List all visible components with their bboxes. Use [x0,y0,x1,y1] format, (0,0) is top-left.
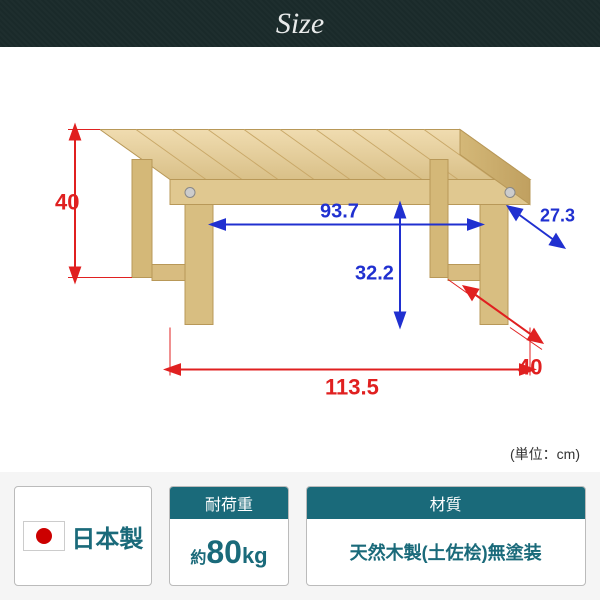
diagram-area: 40 93.7 32.2 27.3 [0,47,600,472]
load-header: 耐荷重 [170,487,288,519]
dim-inner-width: 93.7 [320,201,359,223]
dim-depth: 40 [518,355,542,380]
dim-total-width: 113.5 [325,375,379,400]
dim-inner-height: 32.2 [355,263,394,285]
unit-label: (単位：cm) [510,444,580,464]
load-value: 80 [206,534,242,570]
japan-flag-icon [23,521,65,551]
info-origin: 日本製 [14,486,152,586]
info-material: 材質 天然木製(土佐桧)無塗装 [306,486,586,586]
header-bar: Size [0,0,600,47]
dim-side-inner: 27.3 [540,206,575,226]
info-footer: 日本製 耐荷重 約80kg 材質 天然木製(土佐桧)無塗装 [0,472,600,600]
load-approx: 約 [190,550,206,567]
dim-height: 40 [55,190,79,215]
material-header: 材質 [307,487,585,519]
material-text: 天然木製(土佐桧)無塗装 [350,539,542,565]
bench-diagram: 40 93.7 32.2 27.3 [20,67,580,452]
load-unit: kg [242,543,268,568]
page-title: Size [276,7,324,41]
origin-text: 日本製 [71,519,143,554]
info-load: 耐荷重 約80kg [169,486,289,586]
